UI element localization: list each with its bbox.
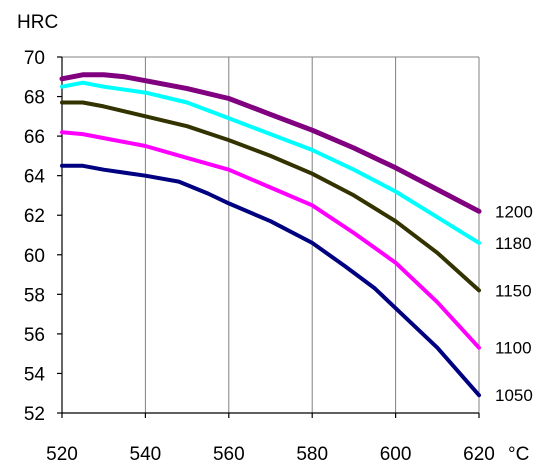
series-label-1100: 1100: [495, 339, 532, 358]
y-tick-label-56: 56: [24, 325, 45, 346]
y-axis-label: HRC: [17, 12, 58, 33]
series-label-1150: 1150: [495, 281, 532, 300]
series-labels: 1200 1180 1150 1100 1050: [495, 202, 533, 405]
y-tick-label-62: 62: [24, 206, 45, 227]
series-line-1050: [60, 163, 481, 398]
series-label-1050: 1050: [495, 386, 533, 405]
y-tick-label-68: 68: [24, 88, 45, 109]
tick-labels: 520 540 560 580 600 620 52 54 56 58 60 62 64 66 68 70: [24, 48, 495, 465]
y-tick-label-64: 64: [24, 167, 46, 188]
x-tick-label-540: 540: [130, 444, 162, 465]
y-tick-label-52: 52: [24, 404, 45, 425]
series-line-1150: [60, 100, 481, 293]
series-line-1180: [60, 80, 481, 245]
series-label-1200: 1200: [495, 202, 533, 221]
series-label-1180: 1180: [495, 234, 532, 253]
x-tick-label-560: 560: [213, 444, 245, 465]
y-tick-label-60: 60: [24, 246, 45, 267]
series-line-1200: [59, 72, 482, 214]
y-tick-label-70: 70: [24, 48, 45, 69]
x-tick-label-580: 580: [296, 444, 328, 465]
series-lines: [59, 72, 482, 398]
y-tick-label-54: 54: [24, 364, 46, 385]
series-line-1100: [60, 130, 481, 350]
y-tick-label-66: 66: [24, 127, 45, 148]
x-tick-label-600: 600: [380, 444, 412, 465]
x-tick-label-620: 620: [463, 444, 495, 465]
y-tick-label-58: 58: [24, 285, 45, 306]
axes: [57, 56, 480, 418]
x-tick-label-520: 520: [46, 444, 78, 465]
x-axis-unit: °C: [508, 444, 529, 465]
